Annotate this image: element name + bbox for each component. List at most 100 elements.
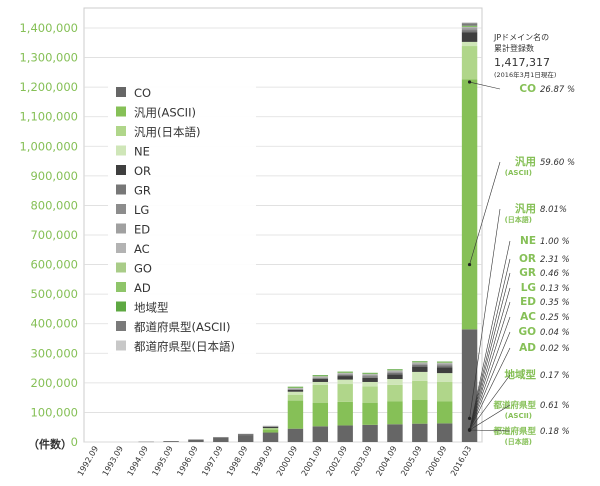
share-label-pct: 0.61 %: [540, 401, 570, 411]
bar-segment: [312, 376, 329, 378]
unit-label: （件数）: [28, 437, 72, 451]
bar-segment: [436, 361, 453, 363]
bar-segment: [461, 79, 478, 330]
bar-segment: [237, 435, 254, 442]
bar-segment: [461, 26, 478, 28]
leader-line: [469, 81, 501, 90]
leader-line: [469, 429, 511, 432]
y-tick-label: 500,000: [30, 287, 78, 301]
x-tick-label: 2005.09: [399, 445, 423, 478]
legend-label: ED: [134, 223, 150, 237]
bar-segment: [412, 361, 428, 363]
leader-dot: [467, 428, 472, 432]
x-tick-label: 2006.09: [424, 445, 448, 478]
share-label-name: CO: [519, 83, 536, 95]
bar-segment: [362, 424, 378, 442]
share-label: 汎用(ASCII) 59.60 %: [505, 155, 575, 177]
legend-swatch: [116, 262, 126, 273]
share-label: OR 2.31 %: [519, 253, 570, 265]
legend-swatch: [116, 321, 126, 331]
y-tick-label: 300,000: [30, 346, 78, 360]
share-label-pct: 0.35 %: [540, 298, 570, 308]
bar-segment: [387, 384, 403, 402]
bar-segment: [387, 371, 403, 373]
legend-label: AC: [134, 242, 150, 256]
bar-segment: [337, 401, 353, 426]
share-label: 都道府県型(ASCII) 0.61 %: [492, 400, 569, 420]
legend-swatch: [116, 165, 126, 175]
bar-segment: [362, 373, 378, 375]
legend-swatch: [116, 126, 126, 136]
leader-line: [469, 374, 511, 431]
bars: [138, 22, 478, 443]
share-label: NE 1.00 %: [520, 235, 570, 247]
legend-label: 汎用(ASCII): [134, 106, 196, 120]
x-tick-label: 1993.09: [101, 445, 125, 478]
bar-segment: [436, 423, 453, 442]
bar-segment: [461, 25, 478, 27]
bar-segment: [312, 426, 329, 442]
share-label-name: AC: [520, 311, 536, 323]
bar-segment: [461, 41, 478, 47]
annotation-line1: JPドメイン名の: [493, 32, 549, 42]
bar-segment: [312, 381, 329, 385]
share-label-pct: 0.18 %: [540, 427, 570, 437]
bar-segment: [337, 374, 353, 377]
bar-segment: [287, 394, 304, 401]
y-tick-label: 1,100,000: [19, 110, 78, 124]
bar-segment: [337, 425, 353, 442]
bar-segment: [262, 429, 279, 433]
legend-swatch: [116, 145, 126, 156]
share-label-name: 都道府県型: [492, 400, 536, 411]
bar-segment: [362, 376, 378, 378]
bar-segment: [362, 374, 378, 377]
bar-segment: [436, 362, 453, 364]
share-label-name: ED: [520, 296, 536, 308]
bar-segment: [188, 439, 204, 442]
share-label-name: GR: [519, 267, 536, 279]
share-label-name: OR: [519, 253, 536, 265]
x-tick-label: 1998.09: [225, 445, 249, 478]
leader-dot: [467, 262, 472, 267]
bar-segment: [412, 364, 428, 367]
legend-box: [108, 82, 256, 364]
bar-segment: [287, 389, 304, 390]
legend-label: 地域型: [134, 301, 169, 315]
bar-segment: [287, 428, 304, 442]
legend-swatch: [116, 243, 126, 253]
bar-segment: [237, 434, 254, 436]
share-label: CO 26.87 %: [519, 83, 575, 95]
annotation-line2: 累計登録数: [494, 43, 534, 53]
x-tick-label: 1996.09: [175, 445, 199, 478]
total-annotation: JPドメイン名の 累計登録数 1,417,317 (2016年3月1日現在): [493, 32, 556, 79]
leader-line: [469, 258, 511, 431]
x-tick-label: 2004.09: [374, 445, 398, 478]
bar-segment: [412, 362, 428, 364]
share-label-name: 汎用: [515, 202, 536, 215]
bar-segment: [312, 377, 329, 379]
bar-segment: [312, 378, 329, 380]
share-label: 都道府県型(日本語) 0.18 %: [492, 426, 569, 446]
legend-swatch: [116, 184, 126, 195]
bar-segment: [337, 376, 353, 380]
bar-segment: [461, 28, 478, 30]
bar-segment: [287, 388, 304, 390]
share-label-name: GO: [518, 326, 536, 338]
share-label: 汎用(日本語) 8.01%: [505, 202, 567, 224]
bar-segment: [461, 22, 478, 24]
share-label-name: AD: [519, 342, 536, 354]
bar-segment: [387, 379, 403, 385]
bar-segment: [387, 372, 403, 375]
bar-segment: [337, 373, 353, 375]
bar-segment: [287, 400, 304, 429]
share-label-name: 地域型: [505, 368, 537, 381]
share-label-name: (ASCII): [505, 412, 532, 420]
x-tick-label: 2000.09: [275, 445, 299, 478]
leader-line: [469, 347, 511, 431]
legend-swatch: [116, 282, 126, 292]
share-label: AD 0.02 %: [519, 342, 570, 354]
x-tick-label: 1992.09: [76, 445, 100, 478]
y-tick-label: 0: [71, 435, 78, 449]
bar-segment: [387, 401, 403, 425]
share-label: ED 0.35 %: [520, 296, 570, 308]
